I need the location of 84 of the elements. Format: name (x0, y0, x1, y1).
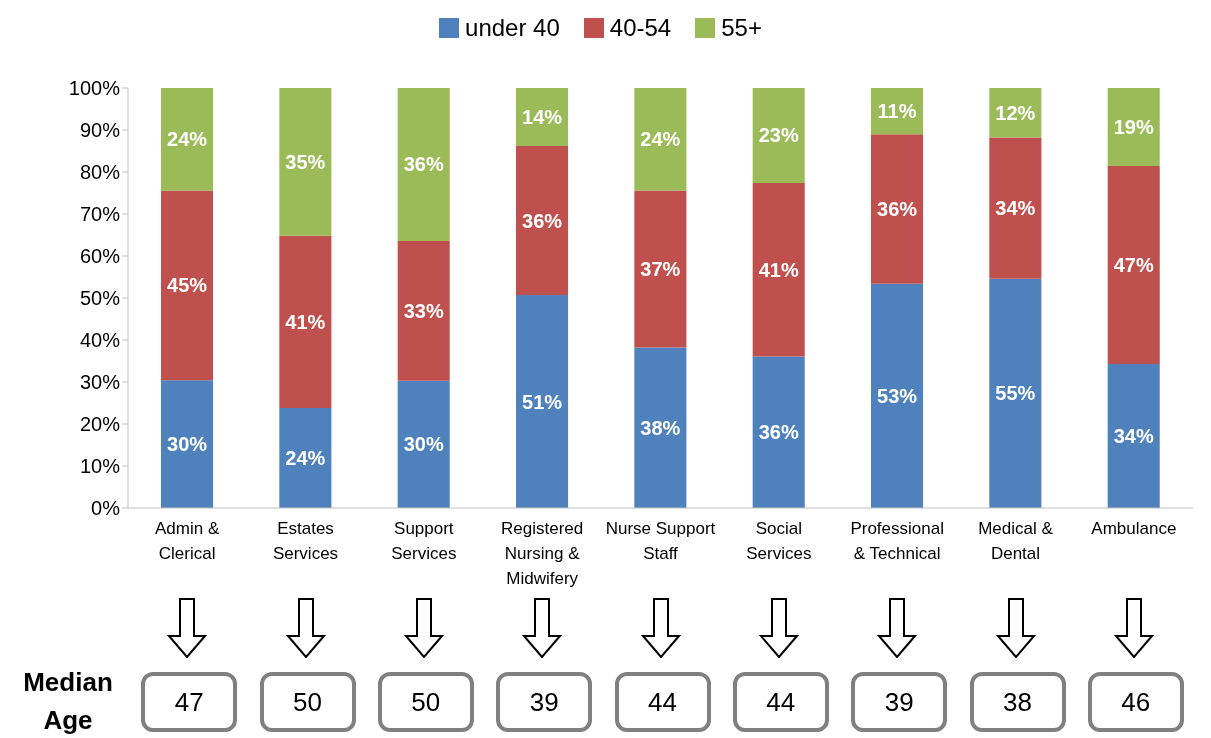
rounded-box: 44 (732, 672, 829, 732)
legend-label: 40-54 (608, 14, 672, 42)
x-tick-label: Support Services (391, 519, 457, 563)
y-tick-label: 0% (91, 497, 121, 520)
bar (752, 88, 805, 183)
data-label: 35% (285, 150, 326, 173)
x-tick-label: Ambulance (1091, 519, 1177, 538)
rounded-box: 46 (1087, 672, 1184, 732)
data-label: 34% (1113, 424, 1154, 447)
bar (161, 88, 214, 191)
x-tick-label: Social Services (746, 519, 812, 563)
bar (871, 134, 924, 284)
x-tick-label: Nurse Support Staff (605, 519, 716, 563)
x-tick-label: Admin & Clerical (155, 519, 220, 563)
rounded-box: 39 (851, 672, 948, 732)
bar (279, 88, 332, 236)
x-tick-label: Registered Nursing & Midwifery (501, 519, 584, 588)
y-tick-label: 60% (79, 245, 121, 268)
bar (397, 88, 450, 241)
rounded-box: 50 (259, 672, 356, 732)
bar (279, 235, 332, 409)
bar (752, 356, 805, 508)
x-tick-label: Medical & Dental (978, 519, 1054, 563)
bar (752, 182, 805, 357)
text: Median Age (22, 666, 114, 737)
data-label: 53% (877, 384, 918, 407)
data-label: 14% (522, 105, 563, 128)
bar (516, 295, 569, 508)
bar (161, 380, 214, 508)
data-label: 36% (877, 197, 918, 220)
data-label: 12% (995, 101, 1036, 124)
bar (634, 347, 687, 508)
x-tick-label: Estates Services (272, 519, 339, 563)
data-label: 19% (1113, 116, 1154, 139)
rounded-box: 38 (969, 672, 1066, 732)
y-tick-label: 20% (79, 413, 121, 436)
data-label: 24% (167, 128, 208, 151)
bar (161, 190, 214, 381)
rounded-box: 39 (496, 672, 593, 732)
bar (516, 145, 569, 296)
data-label: 41% (758, 258, 799, 281)
y-tick-label: 70% (79, 203, 121, 226)
bar (397, 240, 450, 381)
data-label: 36% (758, 421, 799, 444)
data-label: 51% (522, 390, 563, 413)
data-label: 11% (877, 100, 917, 123)
legend-label: 55+ (720, 14, 762, 42)
y-tick-label: 80% (79, 161, 121, 184)
y-tick-label: 100% (68, 77, 121, 100)
bar (989, 278, 1042, 508)
bar (634, 190, 687, 348)
bar (1107, 88, 1160, 167)
legend-label: under 40 (464, 14, 560, 42)
data-label: 36% (522, 209, 563, 232)
data-label: 30% (403, 433, 444, 456)
x-tick-label: Professional & Technical (850, 519, 944, 563)
bar (397, 380, 450, 508)
data-label: 47% (1113, 254, 1154, 277)
y-tick-label: 50% (79, 287, 121, 310)
data-label: 45% (167, 274, 208, 297)
rounded-box: 44 (614, 672, 711, 732)
rounded-box: 50 (377, 672, 474, 732)
bar (1107, 166, 1160, 364)
bar (279, 408, 332, 508)
data-label: 23% (758, 124, 799, 147)
data-label: 24% (640, 128, 681, 151)
rounded-box: 47 (141, 672, 238, 732)
data-label: 33% (403, 299, 444, 322)
bar (989, 137, 1042, 279)
bar (1107, 363, 1160, 508)
y-tick-label: 40% (79, 329, 121, 352)
data-label: 37% (640, 258, 681, 281)
y-tick-label: 90% (79, 119, 121, 142)
data-label: 41% (285, 310, 326, 333)
data-label: 34% (995, 197, 1036, 220)
data-label: 30% (167, 433, 208, 456)
y-tick-label: 30% (79, 371, 121, 394)
data-label: 24% (285, 447, 326, 470)
data-label: 36% (403, 153, 444, 176)
bar (871, 283, 924, 508)
data-label: 38% (640, 416, 681, 439)
bar (634, 88, 687, 191)
y-tick-label: 10% (79, 455, 121, 478)
data-label: 55% (995, 382, 1036, 405)
